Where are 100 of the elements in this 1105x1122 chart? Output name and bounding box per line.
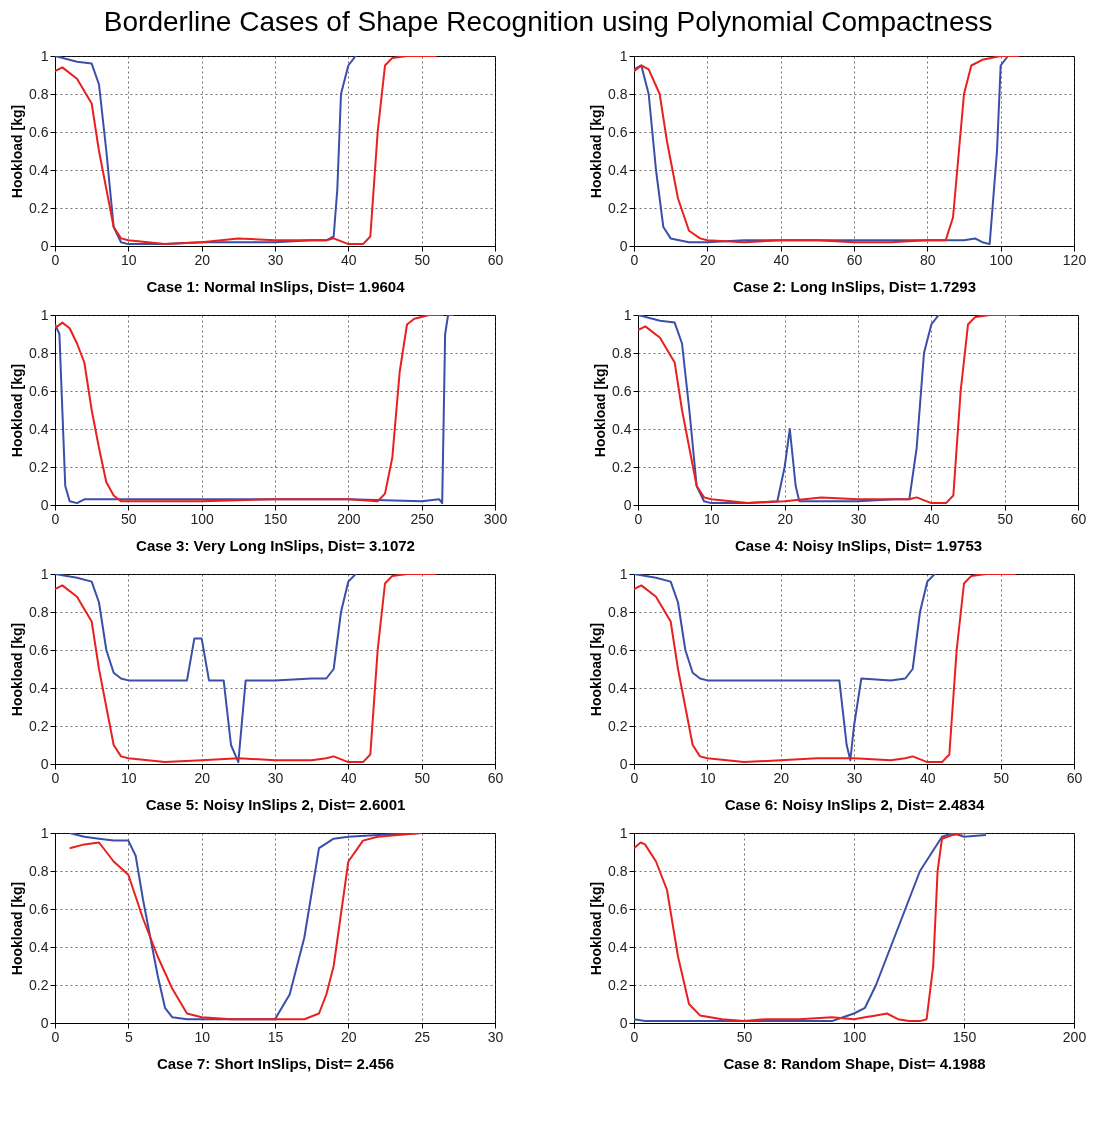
y-axis-title: Hookload [kg] [592, 363, 609, 458]
y-tick-label: 1 [40, 824, 49, 841]
x-tick-label: 20 [341, 1028, 357, 1045]
x-axis-title: Case 4: Noisy InSlips, Dist= 1.9753 [734, 536, 983, 554]
x-tick-label: 50 [736, 1028, 753, 1045]
y-tick-label: 0.2 [608, 717, 628, 734]
line-series [638, 315, 1021, 505]
y-tick-label: 0 [40, 496, 49, 513]
y-tick-label: 0.6 [608, 641, 628, 658]
y-axis-title: Hookload [kg] [588, 104, 605, 199]
x-tick-label: 40 [924, 510, 940, 527]
x-tick-label: 30 [487, 1028, 504, 1045]
x-axis-title: Case 8: Random Shape, Dist= 4.1988 [723, 1054, 986, 1072]
y-tick-label: 0.2 [612, 458, 632, 475]
x-tick-label: 20 [700, 251, 716, 268]
x-tick-label: 30 [267, 251, 284, 268]
y-tick-label: 0.8 [29, 85, 49, 102]
y-tick-label: 0.6 [29, 123, 49, 140]
y-tick-label: 1 [619, 47, 628, 64]
x-tick-label: 150 [263, 510, 288, 527]
y-axis-title: Hookload [kg] [9, 363, 26, 458]
y-axis-title: Hookload [kg] [9, 622, 26, 717]
x-tick-label: 200 [337, 510, 361, 527]
x-tick-label: 60 [1066, 769, 1083, 786]
x-tick-label: 20 [194, 769, 211, 786]
y-tick-label: 0.8 [608, 862, 628, 879]
y-tick-label: 0 [40, 755, 49, 772]
y-tick-label: 0.4 [608, 938, 628, 955]
y-tick-label: 1 [40, 565, 49, 582]
line-series [55, 574, 438, 764]
y-tick-label: 0.6 [29, 641, 49, 658]
y-tick-label: 0 [619, 1014, 628, 1031]
y-tick-label: 0.2 [29, 199, 49, 216]
x-tick-label: 150 [952, 1028, 977, 1045]
y-axis-title: Hookload [kg] [588, 881, 605, 976]
x-tick-label: 50 [993, 769, 1010, 786]
x-tick-label: 50 [414, 769, 431, 786]
x-tick-label: 80 [920, 251, 936, 268]
x-tick-label: 120 [1062, 251, 1087, 268]
x-tick-label: 0 [634, 510, 643, 527]
x-tick-label: 60 [1070, 510, 1087, 527]
y-tick-label: 0 [623, 496, 632, 513]
y-tick-label: 0 [40, 237, 49, 254]
x-axis-title: Case 7: Short InSlips, Dist= 2.456 [156, 1054, 395, 1072]
y-tick-label: 0.6 [29, 382, 49, 399]
x-tick-label: 30 [846, 769, 863, 786]
y-tick-label: 0.8 [29, 344, 49, 361]
x-axis-title: Case 2: Long InSlips, Dist= 1.7293 [732, 277, 977, 295]
y-tick-label: 0.2 [608, 976, 628, 993]
y-tick-label: 0 [619, 237, 628, 254]
x-tick-label: 250 [410, 510, 435, 527]
x-tick-label: 0 [51, 251, 60, 268]
y-tick-label: 0.6 [608, 123, 628, 140]
y-tick-label: 0.8 [608, 603, 628, 620]
y-tick-label: 1 [40, 47, 49, 64]
y-tick-label: 0.2 [29, 717, 49, 734]
x-axis-title: Case 3: Very Long InSlips, Dist= 3.1072 [136, 536, 415, 554]
y-axis-title: Hookload [kg] [588, 622, 605, 717]
x-tick-label: 20 [194, 251, 211, 268]
y-tick-label: 0.6 [608, 900, 628, 917]
x-tick-label: 60 [487, 769, 504, 786]
x-tick-label: 300 [483, 510, 508, 527]
y-tick-label: 0.4 [29, 420, 49, 437]
x-tick-label: 0 [51, 769, 60, 786]
x-tick-label: 40 [341, 251, 357, 268]
x-tick-label: 60 [846, 251, 863, 268]
x-tick-label: 10 [194, 1028, 211, 1045]
x-tick-label: 10 [121, 251, 137, 268]
x-tick-label: 50 [121, 510, 137, 527]
x-tick-label: 100 [842, 1028, 867, 1045]
x-tick-label: 100 [989, 251, 1014, 268]
line-series [634, 574, 1017, 764]
y-tick-label: 1 [40, 306, 49, 323]
y-tick-label: 0.4 [608, 679, 628, 696]
x-tick-label: 0 [51, 510, 60, 527]
y-tick-label: 0.2 [29, 458, 49, 475]
y-tick-label: 0.4 [29, 679, 49, 696]
x-tick-label: 40 [920, 769, 936, 786]
y-tick-label: 0.8 [608, 85, 628, 102]
y-axis-title: Hookload [kg] [9, 881, 26, 976]
y-tick-label: 0.4 [29, 161, 49, 178]
x-tick-label: 20 [773, 769, 790, 786]
y-tick-label: 0.8 [612, 344, 632, 361]
x-tick-label: 30 [850, 510, 867, 527]
x-tick-label: 0 [51, 1028, 60, 1045]
x-axis-title: Case 5: Noisy InSlips 2, Dist= 2.6001 [145, 795, 406, 813]
y-tick-label: 1 [619, 565, 628, 582]
y-tick-label: 0.4 [608, 161, 628, 178]
x-tick-label: 50 [414, 251, 431, 268]
x-tick-label: 10 [700, 769, 716, 786]
y-tick-label: 0.2 [608, 199, 628, 216]
chart-title: Borderline Cases of Shape Recognition using Polynomial Compactness [103, 5, 993, 37]
x-tick-label: 50 [997, 510, 1014, 527]
y-tick-label: 0 [40, 1014, 49, 1031]
y-tick-label: 0.6 [29, 900, 49, 917]
y-tick-label: 1 [619, 824, 628, 841]
x-tick-label: 40 [773, 251, 790, 268]
y-tick-label: 0.4 [612, 420, 632, 437]
y-tick-label: 0 [619, 755, 628, 772]
x-tick-label: 10 [121, 769, 137, 786]
